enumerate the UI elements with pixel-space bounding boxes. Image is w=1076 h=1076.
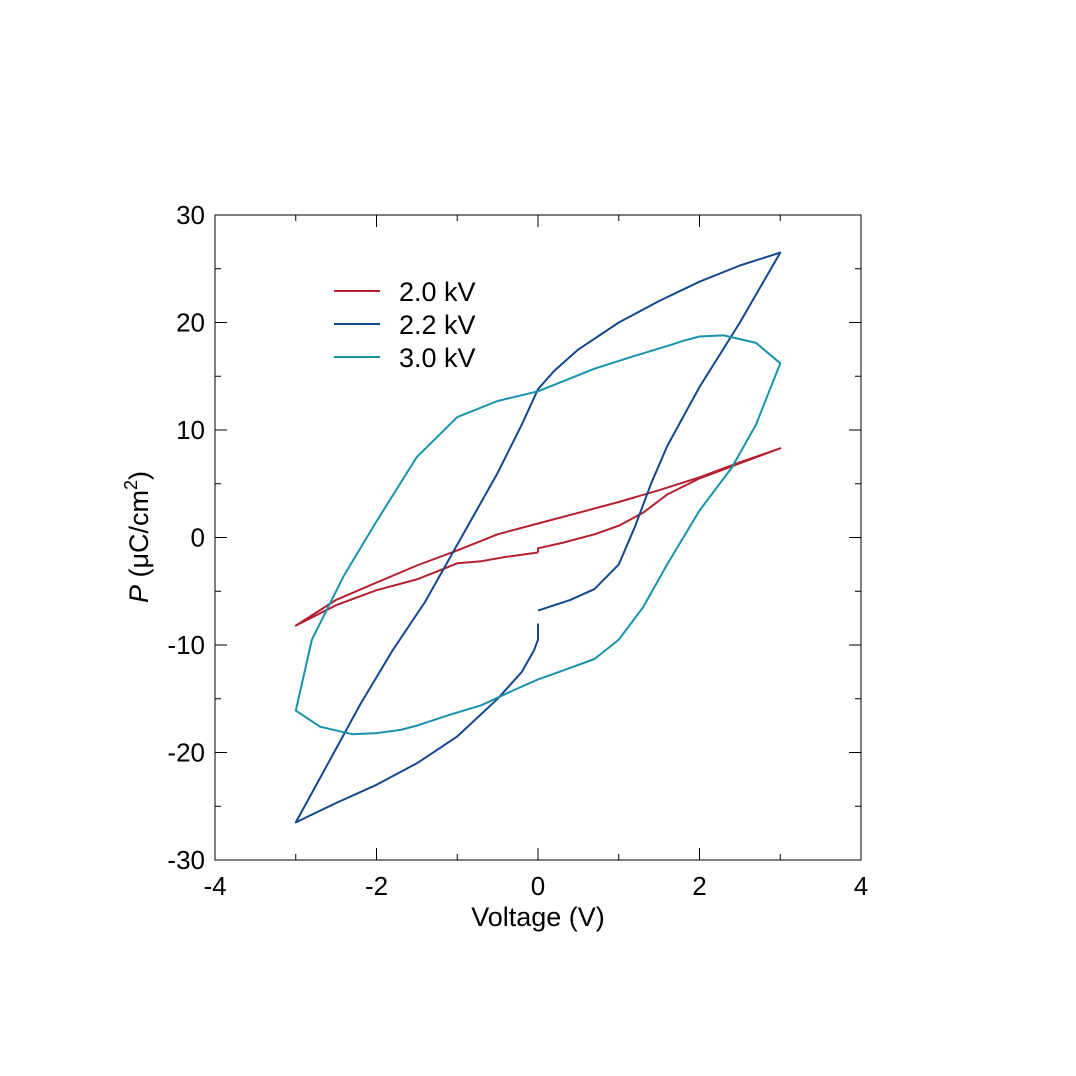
- y-axis-title: P (μC/cm2): [121, 471, 154, 603]
- y-tick-label: -30: [167, 845, 205, 875]
- x-axis-title: Voltage (V): [471, 902, 605, 932]
- y-tick-label: -10: [167, 630, 205, 660]
- y-axis-symbol: P: [124, 585, 154, 603]
- x-tick-label: -4: [203, 871, 226, 901]
- y-tick-label: 20: [176, 308, 205, 338]
- y-tick-label: 30: [176, 200, 205, 230]
- plot-frame: [214, 214, 862, 861]
- x-tick-label: 4: [854, 871, 868, 901]
- y-tick-label: -20: [167, 738, 205, 768]
- legend-label-2: 3.0 kV: [399, 343, 476, 373]
- y-axis-unit: (μC/cm: [124, 490, 154, 585]
- series-line-2: [294, 334, 782, 736]
- series-line-1: [294, 251, 782, 824]
- x-tick-label: -2: [365, 871, 388, 901]
- legend-label-0: 2.0 kV: [399, 277, 476, 307]
- y-axis-close: ): [124, 471, 154, 480]
- svg-text:P (μC/cm2): P (μC/cm2): [121, 471, 154, 603]
- series-line-0: [294, 447, 782, 627]
- x-tick-label: 2: [692, 871, 706, 901]
- y-axis-superscript: 2: [121, 480, 141, 490]
- y-tick-label: 0: [191, 523, 205, 553]
- x-tick-label: 0: [531, 871, 545, 901]
- legend-label-1: 2.2 kV: [399, 310, 476, 340]
- legend: 2.0 kV2.2 kV3.0 kV: [334, 277, 476, 373]
- y-tick-label: 10: [176, 415, 205, 445]
